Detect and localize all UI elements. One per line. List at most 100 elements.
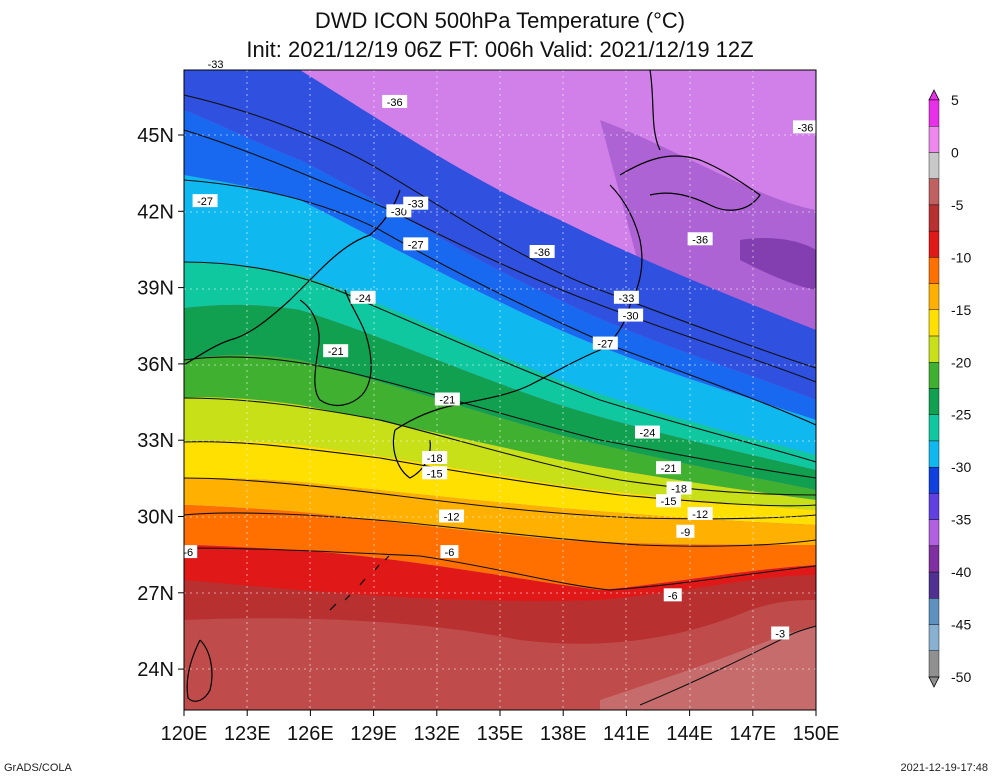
contour-label: -18 [666,481,692,496]
map-subtitle: Init: 2021/12/19 06Z FT: 006h Valid: 202… [246,37,754,62]
contour-label: -36 [792,120,818,134]
contour-label-text: -36 [534,247,550,259]
sakhalin-coast [649,70,661,151]
render-timestamp: 2021-12-19-17:48 [900,762,988,774]
contour-label: -33 [613,290,639,305]
colorbar-label: -45 [951,617,971,633]
contour-label-text: -36 [798,122,814,134]
contour-label: -6 [663,588,682,602]
lon-tick-label: 120E [161,723,208,745]
colorbar-label: -5 [951,197,964,213]
contour-lines [184,94,816,706]
colorbar-segment [928,126,940,153]
contour-label: -6 [440,545,459,559]
lat-tick-label: 24N [137,659,174,681]
taiwan-coast [186,639,213,702]
contour-label-text: -15 [661,496,677,508]
korea-coast [299,289,372,407]
colorbar-segment [928,571,940,599]
colorbar-segment [928,283,940,311]
colorbar-label: -15 [951,302,971,318]
contour-label-text: -15 [427,468,443,480]
contour-label: -24 [634,425,660,440]
contour-label: -9 [676,524,695,539]
contour-label-text: -12 [444,512,460,524]
lon-tick-label: 150E [793,723,840,745]
lon-tick-label: 132E [413,723,460,745]
contour-label: -21 [434,392,460,407]
lon-tick-label: 144E [666,723,713,745]
contour-label-text: -6 [445,547,455,559]
colorbar: 5 0 -5 -10 -15 -20 -25 -30 -35 -40 -45 -50 [928,89,971,688]
contour-label-text: -24 [355,293,371,305]
contour-label: -18 [422,451,448,465]
colorbar-segment [928,178,940,206]
colorbar-segment [928,230,940,258]
colorbar-segment [928,362,940,389]
map-title: DWD ICON 500hPa Temperature (°C) [314,8,686,33]
longitude-axis: 120E 123E 126E 129E 132E 135E 138E 141E 144E 147E… [161,710,840,745]
contour-label-text: -9 [680,527,690,539]
colorbar-label: 0 [951,144,959,160]
contour-label-text: -3 [775,628,785,640]
contour-labels: -33-36-36-27-30-33-27-36-36-24 -33-30-27-… [179,56,818,640]
lon-tick-label: 141E [603,723,650,745]
colorbar-segment [928,335,940,363]
colorbar-label: -20 [951,354,971,370]
contour-label: -36 [529,244,555,259]
contour-label-text: -33 [408,199,424,211]
colorbar-segment [928,388,940,415]
lon-tick-label: 123E [224,723,271,745]
contour-label-text: -21 [661,463,677,475]
colorbar-top-arrow [928,89,940,101]
contour-label: -36 [687,232,713,246]
contour-label: -27 [403,237,429,251]
colorbar-segment [928,466,940,494]
colorbar-segment [928,519,940,547]
contour-label-text: -30 [391,206,407,218]
contour-label: -21 [656,461,682,475]
contour-label-text: -33 [208,59,224,71]
graticule [184,70,816,710]
contour-label: -33 [203,56,229,71]
contour-label: -24 [350,290,376,305]
contour-label: -3 [771,626,790,640]
contour-label-text: -36 [692,234,708,246]
contour-label-text: -30 [623,311,639,323]
lat-tick-label: 45N [137,125,174,147]
contour-label-text: -21 [328,346,344,358]
contour-label-text: -18 [671,484,687,496]
contour-label: -30 [618,308,644,323]
colorbar-segment [928,414,940,442]
contour-label: -6 [179,545,198,559]
contour-label-text: -24 [640,428,656,440]
lat-tick-label: 36N [137,354,174,376]
lat-tick-label: 27N [137,583,174,605]
colorbar-segment [928,624,940,651]
colorbar-label: -35 [951,512,971,528]
contour-label: -12 [439,509,465,524]
colorbar-segment [928,545,940,573]
contour-label-text: -36 [387,97,403,109]
lon-tick-label: 129E [350,723,397,745]
lon-tick-label: 138E [540,723,587,745]
latitude-axis: 45N 42N 39N 36N 33N 30N 27N 24N [137,125,184,681]
contour-label: -15 [422,466,448,480]
colorbar-label: -40 [951,564,971,580]
lon-tick-label: 126E [287,723,334,745]
contour-label-text: -27 [597,339,613,351]
colorbar-segment [928,440,940,468]
contour-label: -36 [382,94,408,109]
colorbar-segment [928,152,940,179]
contour-label-text: -21 [439,395,455,407]
colorbar-segment [928,650,940,678]
colorbar-label: -30 [951,459,971,475]
colorbar-bottom-arrow [928,676,940,688]
colorbar-label: -10 [951,249,971,265]
contour-label-text: -18 [427,453,443,465]
contour-label-text: -27 [408,239,424,251]
lat-tick-label: 30N [137,507,174,529]
colorbar-label: -25 [951,407,971,423]
colorbar-segment [928,309,940,337]
contour-label: -27 [192,194,218,208]
